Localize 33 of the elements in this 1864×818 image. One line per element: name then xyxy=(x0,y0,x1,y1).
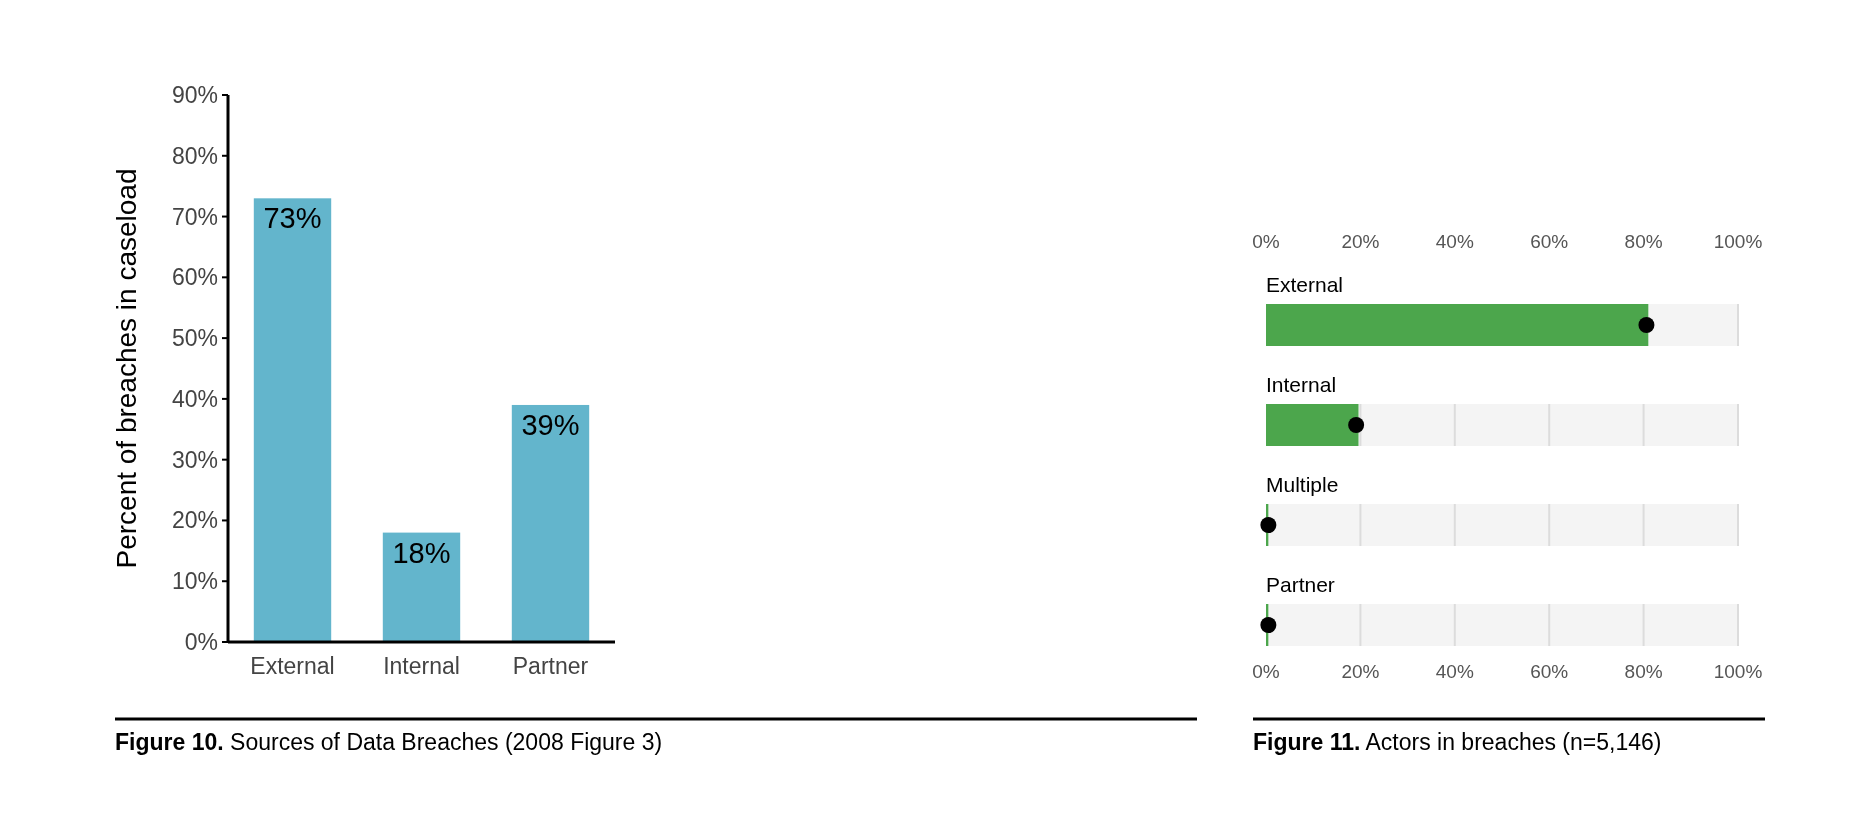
bar xyxy=(382,532,461,642)
x-tick-label: 0% xyxy=(1252,231,1280,252)
data-label: 18% xyxy=(392,536,451,569)
x-tick-label: Partner xyxy=(512,653,589,679)
text: Figure 11. Actors in breaches (n=5,146) xyxy=(1253,729,1662,755)
bar xyxy=(253,198,332,642)
x-tick-label: 20% xyxy=(1341,231,1380,252)
y-tick-label: 90% xyxy=(171,82,218,109)
bar xyxy=(511,404,590,642)
x-tick-label: 40% xyxy=(1435,231,1474,252)
y-tick-label: 20% xyxy=(171,507,218,534)
x-tick-label: Internal xyxy=(383,653,460,679)
y-tick-label: Partner xyxy=(1266,573,1335,596)
y-tick-label: 60% xyxy=(171,264,218,291)
y-tick-label: Internal xyxy=(1266,373,1337,396)
x-tick-label: External xyxy=(250,653,335,679)
data-label: 73% xyxy=(263,202,322,235)
y-tick-label: External xyxy=(1266,273,1344,296)
y-tick-label: 10% xyxy=(171,568,218,595)
y-tick-label: 40% xyxy=(171,385,218,412)
y-tick-label: 0% xyxy=(184,629,218,656)
data-label: 39% xyxy=(521,408,580,441)
y-axis-title: Percent of breaches in caseload xyxy=(111,168,142,569)
y-tick-label: 50% xyxy=(171,325,218,352)
y-tick-label: 80% xyxy=(171,142,218,169)
text: Figure 10. Sources of Data Breaches (2008 Figure 3) xyxy=(115,729,663,755)
y-tick-label: Multiple xyxy=(1266,473,1339,496)
y-tick-label: 70% xyxy=(171,203,218,230)
x-tick-label: 100% xyxy=(1713,231,1763,252)
x-tick-label: 60% xyxy=(1530,231,1569,252)
bar xyxy=(1266,404,1359,446)
y-tick-label: 30% xyxy=(171,446,218,473)
x-tick-label: 80% xyxy=(1624,231,1663,252)
